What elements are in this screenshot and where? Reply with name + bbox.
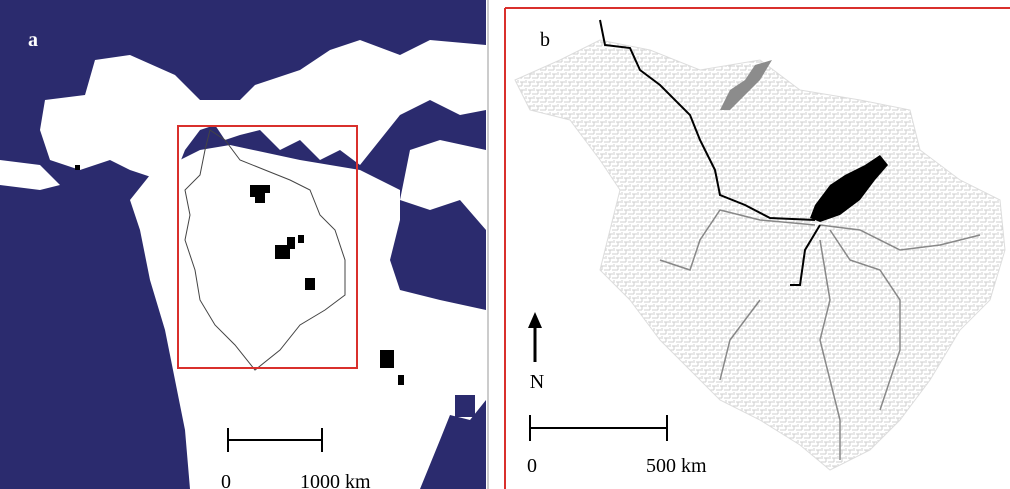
lake-black (75, 165, 80, 170)
tributaries (659, 209, 981, 460)
north-arrow-head (528, 312, 542, 328)
panel-b: N 0 500 km b (504, 7, 1010, 489)
north-label: N (530, 371, 544, 393)
drainage-network (514, 39, 1006, 471)
panel-label: a (28, 29, 38, 51)
lake-black (305, 278, 315, 290)
scale-label: 500 km (646, 455, 707, 477)
land (130, 145, 486, 489)
lake-grey (720, 60, 772, 110)
lake-black (298, 235, 304, 243)
lake-black (398, 375, 404, 385)
inset-frame (177, 125, 358, 369)
scale-label: 0 (221, 471, 231, 489)
land (40, 40, 486, 180)
land (400, 140, 486, 230)
lake-black (250, 185, 270, 203)
main-river (599, 19, 821, 286)
scale-label: 0 (527, 455, 537, 477)
basin-outline (184, 129, 346, 371)
panel-label: b (540, 29, 550, 51)
lake-black (380, 350, 394, 368)
lake-black (810, 155, 888, 222)
scale-label: 1000 km (300, 471, 371, 489)
lake-black (275, 237, 295, 259)
panel-a: a 0 1000 km (0, 0, 486, 489)
lake (455, 395, 475, 417)
land (0, 160, 60, 190)
